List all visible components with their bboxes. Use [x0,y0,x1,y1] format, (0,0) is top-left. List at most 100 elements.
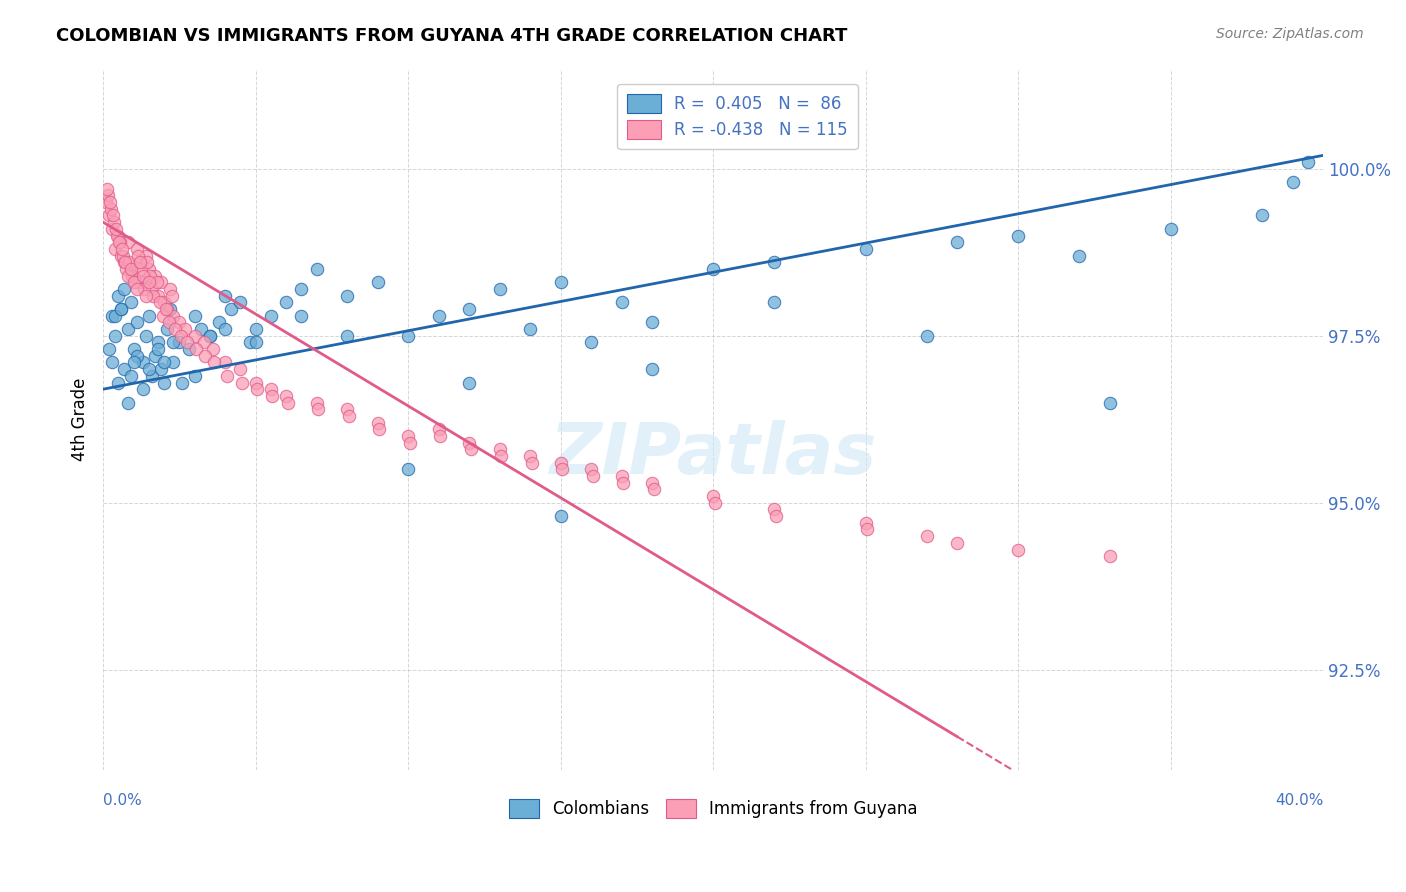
Point [141,282,163,296]
Point [641,315,664,329]
Point [98,195,121,210]
Point [97,188,120,202]
Point [104,328,127,343]
Point [160,288,183,302]
Point [183,309,205,323]
Point [488,442,510,457]
Point [610,295,633,310]
Point [98,342,121,356]
Point [231,376,253,390]
Point [190,322,212,336]
Point [198,328,221,343]
Point [337,409,360,423]
Point [153,376,176,390]
Point [1160,222,1182,236]
Point [120,295,142,310]
Point [124,275,146,289]
Point [612,475,634,490]
Point [138,275,160,289]
Text: COLOMBIAN VS IMMIGRANTS FROM GUYANA 4TH GRADE CORRELATION CHART: COLOMBIAN VS IMMIGRANTS FROM GUYANA 4TH … [56,27,848,45]
Point [219,301,242,316]
Point [238,335,260,350]
Legend: Colombians, Immigrants from Guyana: Colombians, Immigrants from Guyana [502,792,924,825]
Point [550,509,572,524]
Point [579,462,602,476]
Point [177,342,200,356]
Point [110,249,132,263]
Point [132,382,155,396]
Point [162,335,184,350]
Point [245,322,267,336]
Point [142,288,165,302]
Point [229,362,252,376]
Point [108,235,131,250]
Point [146,288,169,302]
Point [276,295,298,310]
Point [367,416,389,430]
Point [101,222,124,236]
Point [946,536,969,550]
Point [641,362,664,376]
Text: 40.0%: 40.0% [1275,793,1323,808]
Point [193,335,215,350]
Point [117,395,139,409]
Point [641,475,664,490]
Point [120,368,142,383]
Point [110,301,132,316]
Point [129,262,152,277]
Point [183,368,205,383]
Point [336,402,359,417]
Point [763,502,786,516]
Point [162,355,184,369]
Point [104,309,127,323]
Point [610,469,633,483]
Point [519,449,541,463]
Point [128,275,150,289]
Point [427,422,450,436]
Point [1296,155,1319,169]
Point [169,335,191,350]
Point [855,516,877,530]
Point [132,355,155,369]
Point [145,275,167,289]
Point [122,342,145,356]
Point [132,275,155,289]
Point [550,456,572,470]
Point [276,389,298,403]
Point [146,342,169,356]
Point [150,362,173,376]
Point [305,262,328,277]
Point [153,295,176,310]
Point [396,462,419,476]
Point [214,288,236,302]
Point [915,328,938,343]
Point [156,301,179,316]
Point [146,335,169,350]
Point [214,322,236,336]
Point [101,355,124,369]
Point [143,349,166,363]
Point [460,442,482,457]
Point [1098,395,1121,409]
Point [307,402,329,417]
Point [114,255,136,269]
Point [134,282,156,296]
Point [135,328,157,343]
Point [159,301,181,316]
Point [170,328,193,343]
Point [703,496,725,510]
Point [290,309,312,323]
Point [260,382,283,396]
Point [1069,249,1091,263]
Point [856,523,879,537]
Point [122,355,145,369]
Point [765,509,787,524]
Point [172,376,194,390]
Point [159,282,181,296]
Point [396,328,419,343]
Point [107,288,129,302]
Point [120,262,142,277]
Point [169,315,191,329]
Point [305,395,328,409]
Point [186,342,208,356]
